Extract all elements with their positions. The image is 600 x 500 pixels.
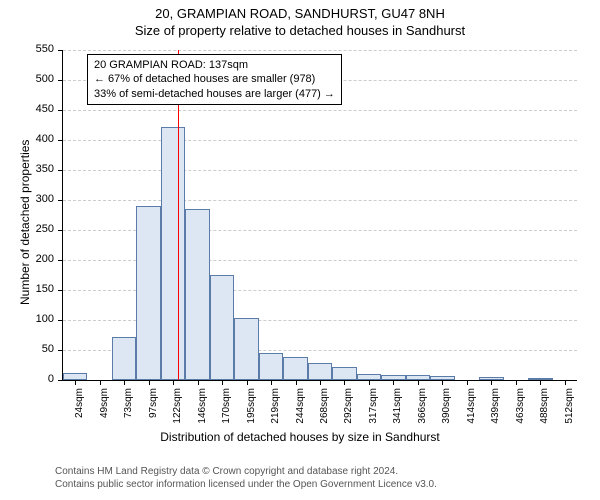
- x-tick: [124, 380, 125, 385]
- x-tick: [222, 380, 223, 385]
- x-tick: [75, 380, 76, 385]
- x-tick: [418, 380, 419, 385]
- x-tick-label: 463sqm: [515, 388, 526, 438]
- x-tick-label: 195sqm: [246, 388, 257, 438]
- histogram-bar: [332, 367, 356, 380]
- y-tick: [58, 260, 63, 261]
- y-tick-label: 150: [14, 283, 54, 295]
- histogram-bar: [161, 127, 185, 380]
- y-tick: [58, 380, 63, 381]
- y-tick: [58, 200, 63, 201]
- chart-subtitle: Size of property relative to detached ho…: [0, 23, 600, 38]
- x-tick-label: 146sqm: [197, 388, 208, 438]
- x-tick-label: 414sqm: [466, 388, 477, 438]
- x-tick-label: 97sqm: [148, 388, 159, 438]
- y-tick-label: 400: [14, 133, 54, 145]
- y-tick: [58, 80, 63, 81]
- footer-line-2: Contains public sector information licen…: [55, 478, 437, 491]
- y-tick-label: 50: [14, 343, 54, 355]
- x-tick-label: 170sqm: [221, 388, 232, 438]
- x-tick-label: 73sqm: [123, 388, 134, 438]
- footer-attribution: Contains HM Land Registry data © Crown c…: [55, 465, 437, 491]
- histogram-bar: [210, 275, 234, 380]
- annotation-line-1: 20 GRAMPIAN ROAD: 137sqm: [94, 58, 335, 72]
- x-tick-label: 292sqm: [343, 388, 354, 438]
- annotation-line-3: 33% of semi-detached houses are larger (…: [94, 87, 335, 101]
- x-tick: [320, 380, 321, 385]
- histogram-bar: [63, 373, 87, 380]
- histogram-bar: [136, 206, 160, 380]
- x-tick: [491, 380, 492, 385]
- x-tick-label: 122sqm: [172, 388, 183, 438]
- x-tick-label: 24sqm: [74, 388, 85, 438]
- histogram-bar: [283, 357, 307, 380]
- x-tick: [173, 380, 174, 385]
- y-tick: [58, 290, 63, 291]
- gridline: [63, 140, 577, 141]
- chart-title: 20, GRAMPIAN ROAD, SANDHURST, GU47 8NH: [0, 6, 600, 21]
- y-tick: [58, 110, 63, 111]
- x-tick-label: 512sqm: [564, 388, 575, 438]
- x-tick: [100, 380, 101, 385]
- y-tick-label: 250: [14, 223, 54, 235]
- y-tick: [58, 50, 63, 51]
- x-tick: [247, 380, 248, 385]
- x-tick: [565, 380, 566, 385]
- gridline: [63, 200, 577, 201]
- x-tick-label: 268sqm: [319, 388, 330, 438]
- x-tick-label: 439sqm: [490, 388, 501, 438]
- x-tick-label: 244sqm: [295, 388, 306, 438]
- histogram-bar: [308, 363, 332, 380]
- histogram-bar: [112, 337, 136, 380]
- gridline: [63, 170, 577, 171]
- y-tick: [58, 170, 63, 171]
- x-tick: [271, 380, 272, 385]
- x-tick: [540, 380, 541, 385]
- footer-line-1: Contains HM Land Registry data © Crown c…: [55, 465, 437, 478]
- x-tick-label: 219sqm: [270, 388, 281, 438]
- y-tick: [58, 230, 63, 231]
- annotation-box: 20 GRAMPIAN ROAD: 137sqm ← 67% of detach…: [87, 54, 342, 105]
- y-tick-label: 500: [14, 73, 54, 85]
- y-tick-label: 450: [14, 103, 54, 115]
- x-tick: [467, 380, 468, 385]
- x-tick: [516, 380, 517, 385]
- y-tick-label: 300: [14, 193, 54, 205]
- y-tick: [58, 350, 63, 351]
- y-tick: [58, 320, 63, 321]
- annotation-line-2: ← 67% of detached houses are smaller (97…: [94, 72, 335, 86]
- x-tick-label: 488sqm: [539, 388, 550, 438]
- y-tick-label: 200: [14, 253, 54, 265]
- x-tick-label: 366sqm: [417, 388, 428, 438]
- histogram-bar: [259, 353, 283, 380]
- x-tick: [149, 380, 150, 385]
- y-tick-label: 100: [14, 313, 54, 325]
- x-tick: [198, 380, 199, 385]
- x-tick: [344, 380, 345, 385]
- x-tick: [442, 380, 443, 385]
- y-tick-label: 550: [14, 43, 54, 55]
- gridline: [63, 110, 577, 111]
- gridline: [63, 50, 577, 51]
- histogram-bar: [234, 318, 258, 380]
- x-tick-label: 317sqm: [368, 388, 379, 438]
- x-tick: [369, 380, 370, 385]
- histogram-bar: [185, 209, 209, 380]
- y-tick: [58, 140, 63, 141]
- x-tick-label: 49sqm: [99, 388, 110, 438]
- y-tick-label: 0: [14, 373, 54, 385]
- x-tick-label: 341sqm: [392, 388, 403, 438]
- y-tick-label: 350: [14, 163, 54, 175]
- x-tick-label: 390sqm: [441, 388, 452, 438]
- x-tick: [296, 380, 297, 385]
- x-tick: [393, 380, 394, 385]
